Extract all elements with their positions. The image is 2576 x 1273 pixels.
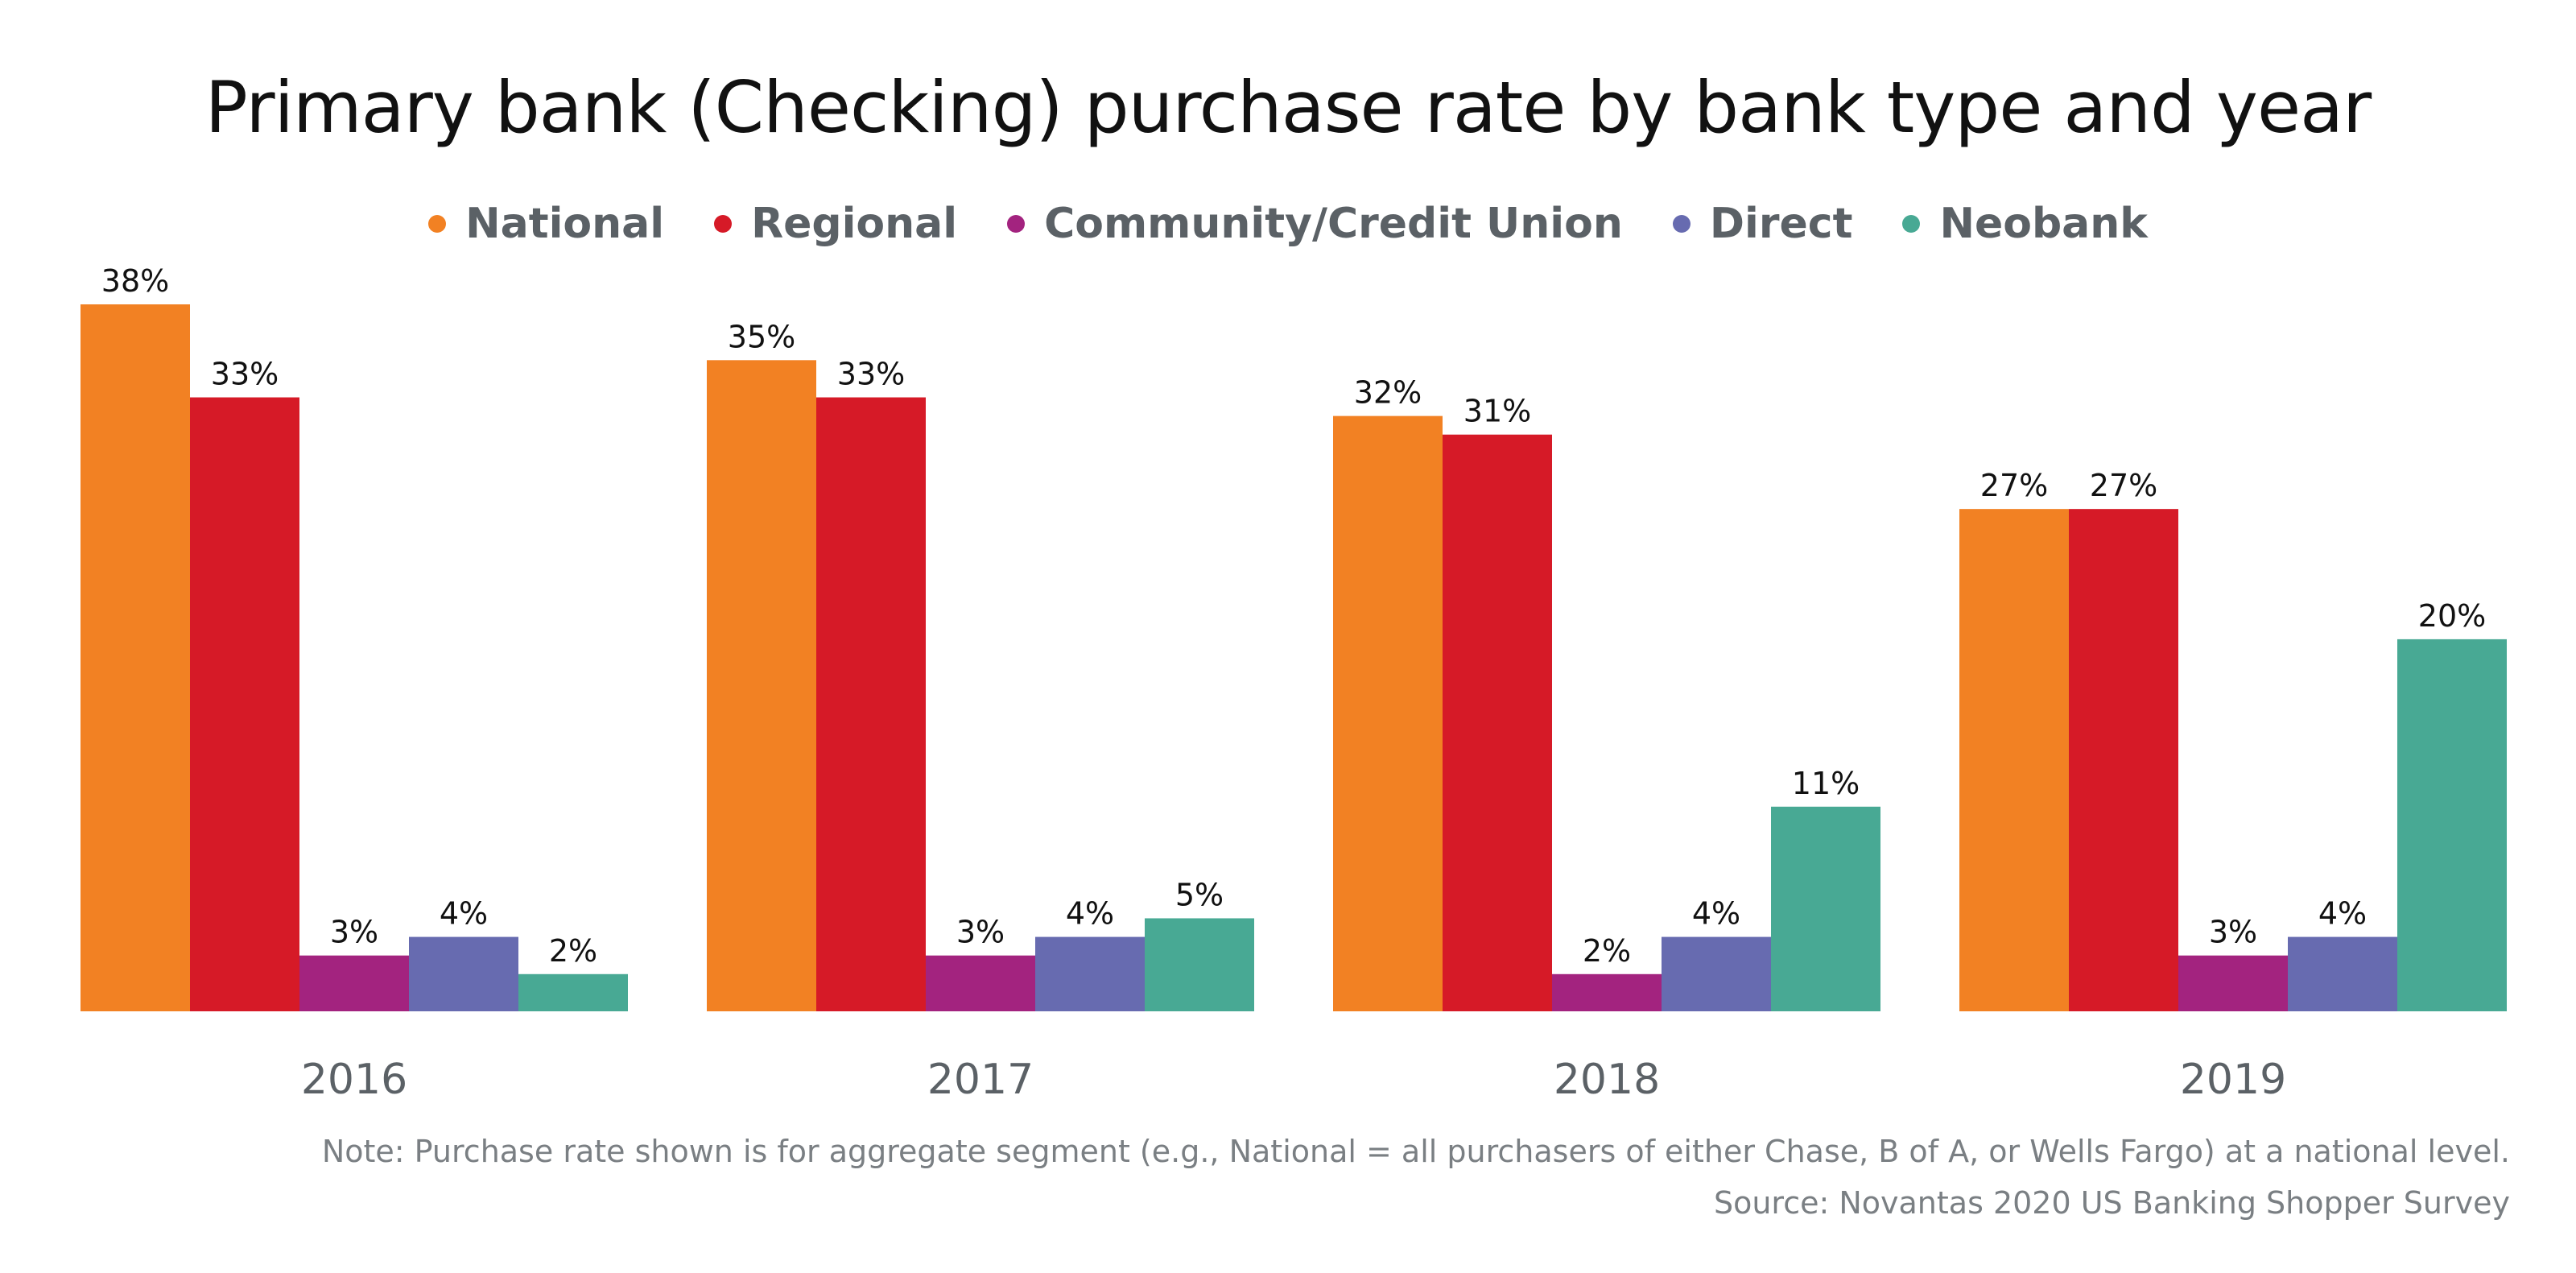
legend-item-community-credit-union[interactable]: Community/Credit Union: [1007, 200, 1623, 248]
x-tick-label-2019: 2019: [2180, 1056, 2286, 1104]
legend-marker-national: [428, 215, 447, 233]
bar-direct-2016: [409, 936, 518, 1011]
bar-community-credit-union-2019: [2178, 955, 2288, 1011]
legend-label-neobank: Neobank: [1939, 200, 2148, 248]
data-label-community-credit-union-2017: 3%: [956, 915, 1005, 950]
legend-label-community-credit-union: Community/Credit Union: [1044, 200, 1623, 248]
legend-item-direct[interactable]: Direct: [1672, 200, 1853, 248]
data-label-neobank-2017: 5%: [1175, 877, 1224, 912]
bar-national-2018: [1333, 415, 1443, 1011]
bar-neobank-2017: [1145, 918, 1254, 1011]
data-label-national-2016: 38%: [101, 263, 169, 299]
data-label-community-credit-union-2019: 3%: [2209, 915, 2257, 950]
data-label-national-2017: 35%: [728, 319, 795, 354]
bar-national-2019: [1959, 509, 2069, 1011]
bar-national-2017: [707, 360, 816, 1011]
legend-marker-community-credit-union: [1007, 215, 1026, 233]
data-label-direct-2017: 4%: [1066, 896, 1114, 932]
bar-direct-2019: [2288, 936, 2397, 1011]
data-label-community-credit-union-2016: 3%: [330, 915, 378, 950]
legend-item-national[interactable]: National: [428, 200, 664, 248]
legend-item-neobank[interactable]: Neobank: [1902, 200, 2148, 248]
bar-direct-2017: [1035, 936, 1145, 1011]
data-label-neobank-2016: 2%: [549, 933, 597, 969]
bar-community-credit-union-2017: [926, 955, 1035, 1011]
data-label-regional-2018: 31%: [1463, 394, 1531, 429]
x-tick-label-2018: 2018: [1554, 1056, 1660, 1104]
data-label-direct-2018: 4%: [1692, 896, 1740, 932]
data-label-national-2018: 32%: [1354, 375, 1422, 411]
data-label-direct-2016: 4%: [440, 896, 488, 932]
legend-item-regional[interactable]: Regional: [714, 200, 957, 248]
legend-label-regional: Regional: [751, 200, 958, 248]
data-label-neobank-2019: 20%: [2418, 598, 2486, 634]
bar-regional-2019: [2069, 509, 2178, 1011]
bar-neobank-2018: [1771, 806, 1880, 1011]
bar-regional-2018: [1443, 434, 1552, 1011]
bar-neobank-2019: [2397, 639, 2507, 1011]
footnote: Note: Purchase rate shown is for aggrega…: [321, 1134, 2510, 1169]
chart-title: Primary bank (Checking) purchase rate by…: [204, 66, 2372, 149]
data-label-regional-2016: 33%: [211, 357, 279, 392]
bar-neobank-2016: [518, 973, 628, 1011]
legend-marker-regional: [714, 215, 733, 233]
bar-national-2016: [80, 304, 190, 1011]
x-tick-label-2016: 2016: [301, 1056, 407, 1104]
data-label-regional-2019: 27%: [2090, 468, 2157, 503]
legend: National Regional Community/Credit Union…: [0, 200, 2576, 248]
x-tick-label-2017: 2017: [927, 1056, 1034, 1104]
data-label-neobank-2018: 11%: [1792, 766, 1860, 801]
bar-direct-2018: [1662, 936, 1771, 1011]
data-label-national-2019: 27%: [1980, 468, 2048, 503]
bar-community-credit-union-2018: [1552, 973, 1662, 1011]
source-note: Source: Novantas 2020 US Banking Shopper…: [1713, 1185, 2510, 1221]
bar-community-credit-union-2016: [299, 955, 409, 1011]
legend-label-national: National: [465, 200, 665, 248]
data-label-community-credit-union-2018: 2%: [1583, 933, 1631, 969]
data-label-regional-2017: 33%: [837, 357, 905, 392]
legend-label-direct: Direct: [1709, 200, 1853, 248]
data-label-direct-2019: 4%: [2318, 896, 2367, 932]
legend-marker-direct: [1672, 215, 1690, 233]
bar-regional-2017: [816, 397, 926, 1011]
bar-regional-2016: [190, 397, 299, 1011]
legend-marker-neobank: [1902, 215, 1921, 233]
